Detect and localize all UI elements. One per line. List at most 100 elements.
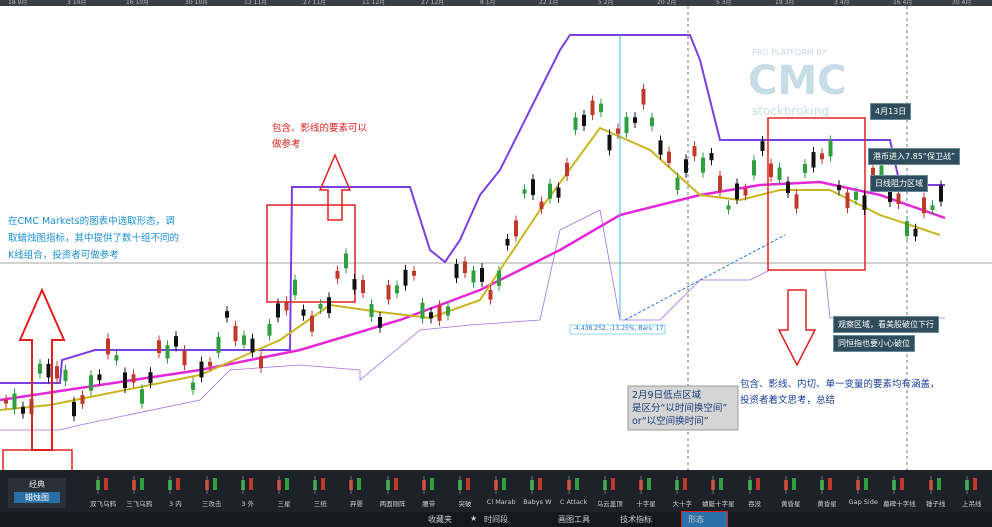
- annotation: 取蜡烛图指标，其中提供了数十组不同的: [8, 233, 180, 244]
- pattern-button[interactable]: 弃婴: [339, 474, 373, 508]
- pattern-button[interactable]: 黄昏星: [774, 474, 808, 508]
- pattern-button[interactable]: 三攻击: [195, 474, 229, 508]
- candle: [769, 163, 773, 178]
- candle: [565, 162, 569, 177]
- pattern-button[interactable]: 两面刚阵: [376, 474, 410, 508]
- chart-label: 观察区域，看美股破位下行: [833, 316, 939, 333]
- pattern-button[interactable]: 腰带: [412, 474, 446, 508]
- annotation: 包含、影线的要素可以: [272, 123, 368, 134]
- candle: [658, 140, 663, 155]
- pattern-button[interactable]: Cl Marab: [484, 474, 518, 508]
- candle: [531, 179, 535, 196]
- candle: [811, 152, 816, 168]
- pattern-button[interactable]: 大十字: [665, 474, 699, 508]
- pattern-label: 黄昏星: [817, 500, 837, 508]
- candle: [131, 374, 136, 383]
- candle: [777, 167, 782, 180]
- candle: [165, 345, 170, 359]
- pattern-icon: [240, 476, 253, 494]
- pattern-button[interactable]: 吞没: [738, 474, 772, 508]
- candle: [157, 340, 161, 354]
- candle: [463, 261, 467, 274]
- pattern-button[interactable]: 3 外: [231, 474, 265, 508]
- pattern-label: 三星: [277, 500, 291, 508]
- candle: [293, 279, 297, 296]
- pattern-label: 弃婴: [349, 500, 363, 508]
- axis-date: 20 2月: [657, 0, 677, 6]
- candle: [301, 309, 306, 316]
- pattern-icon: [675, 476, 688, 494]
- annotation: 投资者着文思考，总结: [740, 395, 836, 406]
- pattern-icon: [711, 476, 724, 494]
- style-option[interactable]: 蜡烛图: [14, 492, 60, 503]
- measure-label: -4,438.252, -13.25%, Bars: 17: [573, 325, 664, 332]
- candle: [786, 181, 790, 194]
- axis-date: 13 11月: [244, 0, 268, 6]
- pattern-button[interactable]: 乌云盖顶: [593, 474, 627, 508]
- pattern-button[interactable]: 上吊线: [955, 474, 989, 508]
- pattern-icon: [385, 476, 398, 494]
- candle: [72, 401, 76, 417]
- pattern-button[interactable]: 双飞乌鸦: [86, 474, 120, 508]
- pattern-button[interactable]: 三飞乌鸦: [122, 474, 156, 508]
- tab[interactable]: ★: [470, 514, 478, 523]
- candle: [403, 269, 408, 286]
- candle: [21, 406, 25, 414]
- candle: [148, 372, 153, 384]
- axis-date: 16 10月: [126, 0, 150, 6]
- candle: [548, 183, 552, 199]
- tab[interactable]: 技术指标: [620, 515, 652, 524]
- axis-date: 5 3月: [716, 0, 732, 6]
- pattern-button[interactable]: Babys W: [520, 474, 554, 508]
- axis-date: 8 1月: [480, 0, 496, 6]
- candle: [114, 355, 119, 361]
- candle: [276, 303, 280, 318]
- candle: [905, 221, 909, 237]
- candle: [650, 117, 654, 127]
- candle: [97, 374, 102, 381]
- style-option[interactable]: 经典: [29, 480, 45, 489]
- pattern-label: 墓碑十字线: [883, 500, 916, 508]
- tab[interactable]: 形态: [688, 515, 704, 524]
- candle: [641, 88, 646, 105]
- pattern-label: C Attack: [559, 498, 588, 506]
- candle: [837, 185, 841, 191]
- candle: [174, 336, 178, 347]
- candle: [123, 372, 127, 389]
- tab[interactable]: 时间段: [484, 515, 508, 524]
- candle: [284, 301, 289, 311]
- pattern-icon: [494, 476, 507, 494]
- tab[interactable]: 收藏夹: [428, 515, 452, 524]
- candle: [446, 306, 450, 316]
- pattern-button[interactable]: C Attack: [557, 474, 591, 508]
- annotation: K线组合，投资者可做参考: [8, 250, 119, 261]
- pattern-button[interactable]: 锤子线: [919, 474, 953, 508]
- candle: [29, 399, 34, 415]
- pattern-button[interactable]: 蜻蜓十字星: [701, 474, 735, 508]
- candle: [233, 325, 238, 342]
- watermark: stockbroking: [752, 104, 829, 118]
- pattern-label: Cl Marab: [486, 498, 516, 506]
- candle: [395, 285, 399, 294]
- candle: [582, 114, 586, 126]
- pattern-button[interactable]: 十字星: [629, 474, 663, 508]
- annotation: 是区分“以时间换空间”: [632, 403, 728, 414]
- pattern-button[interactable]: 三统: [303, 474, 337, 508]
- pattern-label: 3 外: [241, 500, 255, 508]
- pattern-button[interactable]: 3 内: [158, 474, 192, 508]
- pattern-button[interactable]: 突破: [448, 474, 482, 508]
- pattern-label: Babys W: [523, 498, 552, 506]
- candle: [4, 399, 8, 404]
- pattern-button[interactable]: 黄昏星: [810, 474, 844, 508]
- pattern-button[interactable]: Gap Side: [846, 474, 880, 508]
- tab[interactable]: 画图工具: [558, 515, 590, 524]
- pattern-button[interactable]: 墓碑十字线: [882, 474, 916, 508]
- pattern-icon: [421, 476, 434, 494]
- candle: [335, 270, 340, 279]
- pattern-icon: [928, 476, 941, 494]
- candle: [939, 185, 943, 202]
- candle: [259, 356, 263, 369]
- candle: [726, 205, 731, 210]
- pattern-button[interactable]: 三星: [267, 474, 301, 508]
- axis-date: 27 12月: [421, 0, 445, 6]
